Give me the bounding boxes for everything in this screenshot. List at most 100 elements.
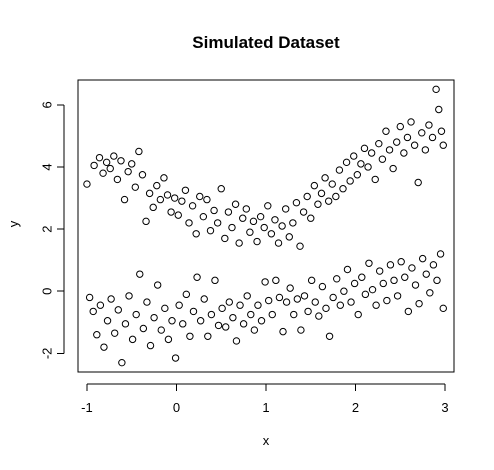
data-point [189,307,198,316]
data-point [117,157,125,165]
data-point [128,160,136,168]
data-point [156,195,165,204]
data-point [261,278,269,286]
data-point [175,301,183,309]
data-point [239,320,248,328]
data-point [150,313,158,322]
data-point [282,298,291,306]
data-point [382,127,390,135]
data-point [325,332,334,340]
data-point [235,239,243,247]
data-point [414,178,422,187]
data-point [439,141,447,149]
data-point [324,197,333,205]
data-point [290,310,298,319]
data-point [171,354,180,362]
data-point [286,284,294,292]
data-point [200,295,208,303]
data-point [274,239,283,247]
data-point [332,192,340,201]
data-point [204,332,212,340]
data-point [408,264,416,272]
data-point [403,133,412,142]
data-point [160,174,168,182]
data-point [397,258,405,266]
data-point [260,223,268,232]
data-point [401,273,409,281]
data-point [422,270,430,278]
data-point [100,343,108,351]
data-point [113,175,122,184]
data-point [350,279,359,288]
data-point [250,326,259,334]
data-point [221,234,229,243]
data-point [153,181,161,190]
data-point [418,129,426,137]
data-point [139,324,148,333]
data-point [340,287,348,295]
data-point [411,281,420,289]
data-point [153,281,162,289]
data-point [365,259,373,267]
data-point [118,358,126,367]
data-point [375,139,383,148]
data-point [181,186,190,194]
data-point [264,296,273,305]
data-point [389,164,397,173]
data-point [164,335,173,344]
data-point [168,317,176,325]
data-point [264,202,272,210]
data-point [375,267,384,275]
data-point [182,290,191,299]
data-point [342,158,351,167]
data-point [174,211,182,219]
data-point [188,202,197,210]
data-point [267,230,276,238]
y-tick-label: 4 [39,163,54,170]
data-point [256,212,265,221]
data-point [346,177,354,185]
data-point [229,313,237,322]
data-point [203,195,211,204]
x-tick-label: 2 [352,400,359,415]
data-point [161,304,169,313]
data-point [99,169,107,177]
y-axis: -2 0 2 4 6 [39,101,65,359]
data-point [135,147,143,156]
data-point [396,122,404,131]
data-point [83,180,91,188]
data-point [89,307,97,316]
data-point [314,200,322,208]
data-point [196,192,204,201]
data-point [206,226,215,235]
x-axis-label: x [263,433,270,448]
data-point [193,273,201,281]
data-point [143,298,151,306]
data-point [85,293,94,302]
data-point [372,301,380,309]
data-point [299,208,308,216]
data-point [218,304,226,313]
data-point [303,192,311,201]
data-point [170,194,179,202]
data-point [393,138,401,146]
data-point [311,298,319,306]
data-point [383,296,391,305]
data-point [296,242,304,250]
data-point [142,217,150,226]
y-tick-label: 0 [39,288,54,295]
data-point [157,326,165,334]
data-point [368,285,377,294]
data-point [136,270,144,278]
data-point [167,208,175,216]
data-point [114,306,122,314]
data-point [211,276,219,285]
data-point [207,310,216,319]
y-axis-label: y [6,220,21,227]
data-point [358,273,366,281]
data-point [379,279,387,288]
data-point [333,275,341,283]
data-point [435,105,443,114]
data-point [217,185,225,193]
